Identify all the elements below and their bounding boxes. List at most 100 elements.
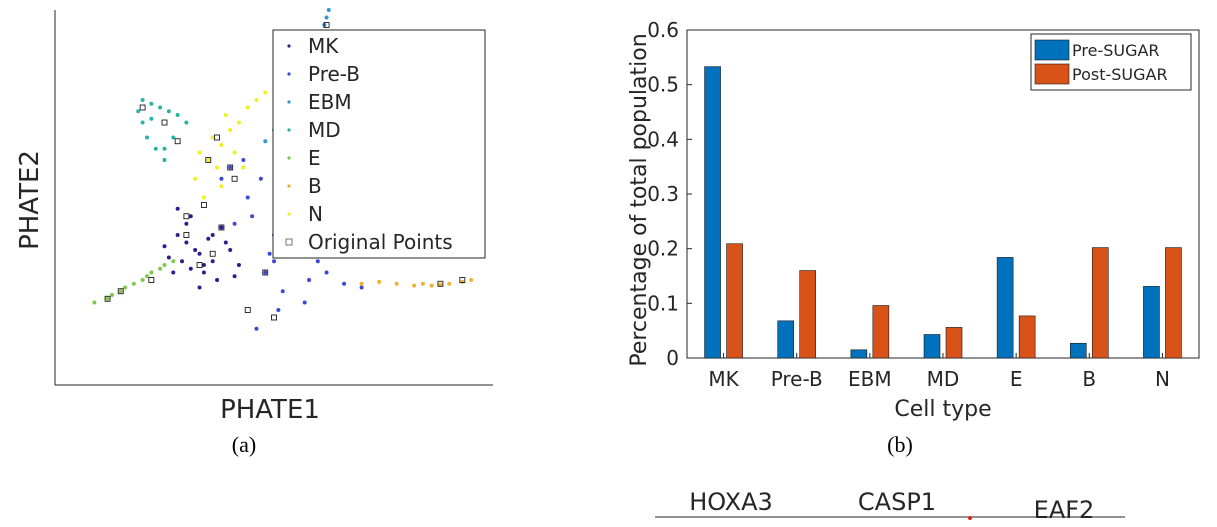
scatter-point-mk bbox=[215, 278, 220, 282]
scatter-point-e bbox=[118, 289, 123, 294]
bar-pre-sugar-mk bbox=[704, 66, 721, 359]
scatter-point-pre-b bbox=[258, 176, 263, 181]
scatter-point-ebm bbox=[324, 15, 329, 20]
scatter-point-md bbox=[175, 113, 180, 117]
scatter-point-pre-b bbox=[219, 176, 224, 181]
scatter-point-n bbox=[241, 165, 246, 170]
scatter-legend-label-b: B bbox=[308, 174, 322, 198]
scatter-point-md bbox=[184, 120, 189, 125]
scatter-legend-marker-mk bbox=[287, 44, 291, 48]
scatter-point-md bbox=[162, 158, 167, 162]
scatter-point-pre-b bbox=[267, 251, 272, 256]
scatter-point-original-points bbox=[183, 213, 190, 220]
bar-x-tick-label-b: B bbox=[1082, 367, 1096, 391]
caption-a: (a) bbox=[232, 432, 256, 457]
scatter-point-e bbox=[149, 270, 154, 275]
bar-x-tick-label-n: N bbox=[1155, 367, 1170, 391]
scatter-point-original-points bbox=[117, 288, 124, 295]
bar-post-sugar-md bbox=[945, 327, 963, 359]
table-header-casp1: CASP1 bbox=[858, 488, 936, 516]
bar-bars bbox=[704, 66, 1182, 359]
scatter-point-b bbox=[412, 283, 417, 288]
scatter-point-n bbox=[219, 143, 224, 147]
bar-y-label: Percentage of total population bbox=[627, 33, 652, 366]
bar-pre-sugar-ebm bbox=[850, 349, 868, 359]
bar-post-sugar-b bbox=[1091, 247, 1109, 359]
scatter-legend-marker-b bbox=[287, 184, 291, 188]
scatter-point-pre-b bbox=[241, 158, 246, 162]
scatter-legend-marker-md bbox=[287, 128, 291, 132]
bar-post-sugar-n bbox=[1165, 247, 1182, 359]
scatter-point-pre-b bbox=[359, 285, 364, 290]
scatter-point-pre-b bbox=[263, 270, 268, 275]
scatter-point-mk bbox=[184, 221, 189, 226]
scatter-point-b bbox=[447, 281, 452, 286]
scatter-point-mk bbox=[175, 206, 180, 211]
table-marker-dot bbox=[968, 516, 972, 520]
scatter-point-pre-b bbox=[250, 214, 255, 219]
scatter-legend-marker-n bbox=[287, 212, 291, 216]
scatter-point-md bbox=[149, 101, 154, 106]
table-header-hoxa3: HOXA3 bbox=[689, 488, 773, 516]
bar-pre-sugar-e bbox=[996, 257, 1014, 359]
scatter-point-mk bbox=[171, 270, 176, 275]
scatter-point-b bbox=[438, 282, 443, 287]
scatter-point-e bbox=[144, 274, 149, 279]
bar-legend-swatch-post-sugar bbox=[1034, 63, 1070, 85]
scatter-point-original-points bbox=[437, 280, 444, 287]
scatter-point-b bbox=[394, 281, 399, 286]
scatter-legend: MK Pre-B EBM MD EBN Original Points bbox=[272, 29, 486, 259]
scatter-point-mk bbox=[223, 240, 228, 245]
scatter-legend-box bbox=[272, 29, 486, 259]
scatter-y-label: PHATE2 bbox=[15, 150, 45, 250]
scatter-point-e bbox=[131, 281, 136, 286]
table-header-eaf2: EAF2 bbox=[1034, 496, 1095, 524]
scatter-point-mk bbox=[197, 285, 202, 290]
bar-y-tick-label: 0 bbox=[666, 346, 679, 370]
scatter-point-original-points bbox=[209, 250, 216, 257]
scatter-point-md bbox=[171, 135, 176, 140]
scatter-point-pre-b bbox=[307, 278, 312, 282]
scatter-point-original-points bbox=[244, 307, 251, 313]
scatter-point-mk bbox=[201, 263, 206, 267]
scatter-point-pre-b bbox=[280, 289, 285, 294]
scatter-legend-label-ebm: EBM bbox=[308, 90, 352, 114]
scatter-legend-label-mk: MK bbox=[308, 34, 339, 58]
scatter-x-label: PHATE1 bbox=[220, 395, 320, 425]
scatter-point-md bbox=[144, 135, 149, 140]
scatter-point-n bbox=[263, 90, 268, 95]
scatter-legend-items: MK Pre-B EBM MD EBN Original Points bbox=[285, 34, 453, 254]
scatter-point-original-points bbox=[196, 262, 203, 268]
bar-legend-swatch-pre-sugar bbox=[1034, 39, 1070, 61]
scatter-point-e bbox=[109, 293, 114, 297]
scatter-point-md bbox=[153, 146, 158, 151]
scatter-point-md bbox=[136, 109, 141, 114]
scatter-point-original-points bbox=[148, 277, 155, 283]
bar-x-tick-label-mk: MK bbox=[708, 367, 739, 391]
bar-legend-label-pre-sugar: Pre-SUGAR bbox=[1072, 41, 1160, 60]
scatter-legend-marker-e bbox=[287, 156, 291, 160]
scatter-point-n bbox=[197, 150, 202, 155]
scatter-point-original-points bbox=[227, 164, 234, 171]
scatter-point-original-points bbox=[174, 138, 181, 145]
scatter-point-mk bbox=[193, 248, 198, 252]
scatter-point-mk bbox=[232, 274, 237, 279]
scatter-point-mk bbox=[180, 259, 185, 264]
scatter-point-original-points bbox=[323, 22, 330, 28]
scatter-point-pre-b bbox=[302, 300, 307, 305]
bar-post-sugar-mk bbox=[726, 243, 743, 359]
bar-pre-sugar-n bbox=[1143, 286, 1160, 359]
scatter-point-n bbox=[223, 113, 228, 117]
scatter-point-n bbox=[232, 150, 237, 155]
bar-y-tick-label: 0.4 bbox=[647, 127, 679, 151]
scatter-point-n bbox=[193, 176, 198, 181]
scatter-point-original-points bbox=[104, 295, 111, 302]
bar-x-ticks: MK Pre-B EBM MD E B N bbox=[708, 353, 1170, 391]
gene-table-header: HOXA3 CASP1 EAF2 bbox=[655, 488, 1125, 524]
scatter-point-e bbox=[162, 263, 167, 267]
scatter-point-mk bbox=[236, 263, 241, 267]
scatter-point-mk bbox=[197, 251, 202, 256]
scatter-point-mk bbox=[201, 270, 206, 275]
scatter-point-mk bbox=[166, 255, 171, 260]
bar-x-tick-label-pre-b: Pre-B bbox=[771, 367, 823, 391]
